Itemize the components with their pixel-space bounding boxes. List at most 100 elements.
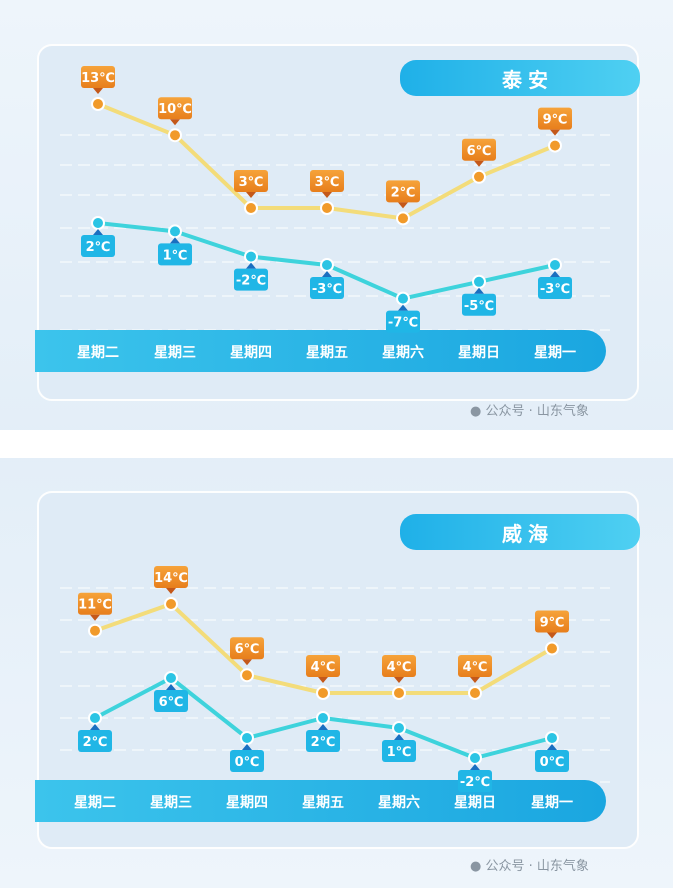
label-pointer bbox=[90, 724, 100, 730]
label-pointer bbox=[470, 764, 480, 770]
low-temp-point bbox=[91, 216, 105, 230]
day-label: 星期五 bbox=[306, 345, 348, 361]
label-pointer bbox=[550, 271, 560, 277]
high-temp-label: 3℃ bbox=[239, 175, 264, 190]
label-pointer bbox=[470, 677, 480, 683]
high-temp-label: 6℃ bbox=[235, 642, 260, 657]
label-pointer bbox=[90, 614, 100, 621]
low-temp-label: 2℃ bbox=[311, 735, 336, 750]
low-temp-label: 0℃ bbox=[235, 755, 260, 770]
day-bar bbox=[35, 330, 606, 372]
high-temp-label-box bbox=[386, 180, 420, 203]
high-temp-label: 9℃ bbox=[543, 113, 568, 128]
chart-title: 泰安 bbox=[501, 68, 554, 92]
low-temp-label-box bbox=[386, 310, 420, 333]
low-temp-label-box bbox=[234, 268, 268, 291]
label-pointer bbox=[166, 588, 176, 594]
day-label: 星期五 bbox=[302, 795, 344, 811]
low-temp-label: 0℃ bbox=[540, 755, 565, 770]
low-temp-label: -2℃ bbox=[460, 775, 490, 790]
high-temp-point bbox=[472, 169, 486, 184]
label-pointer bbox=[398, 202, 408, 209]
high-temp-label-box bbox=[234, 170, 268, 192]
high-temp-label-box bbox=[310, 170, 344, 192]
low-temp-point bbox=[168, 224, 182, 239]
high-temp-point bbox=[392, 686, 406, 700]
day-label: 星期二 bbox=[77, 345, 119, 361]
high-temp-point bbox=[396, 211, 410, 226]
low-temp-point bbox=[545, 731, 559, 745]
low-temp-label-box bbox=[306, 730, 340, 752]
high-temp-point bbox=[548, 138, 562, 153]
day-label: 星期四 bbox=[230, 345, 272, 361]
day-label: 星期六 bbox=[378, 794, 420, 811]
high-temp-label: 6℃ bbox=[467, 144, 492, 159]
title-badge bbox=[400, 514, 640, 550]
low-temp-label-box bbox=[310, 277, 344, 299]
high-temp-label-box bbox=[230, 637, 264, 660]
low-temp-point bbox=[244, 249, 258, 264]
label-pointer bbox=[170, 237, 180, 244]
high-temp-label-box bbox=[535, 610, 569, 633]
label-pointer bbox=[93, 229, 103, 235]
watermark-text: 公众号 · 山东气象 bbox=[485, 859, 589, 874]
high-temp-point bbox=[316, 686, 330, 700]
label-pointer bbox=[170, 119, 180, 126]
high-temp-label: 11℃ bbox=[78, 598, 112, 613]
label-pointer bbox=[550, 129, 560, 136]
high-temp-label-box bbox=[78, 592, 112, 615]
low-temp-point bbox=[548, 258, 562, 272]
high-temp-point bbox=[468, 686, 482, 700]
watermark-top: ● 公众号 · 山东气象 bbox=[470, 404, 589, 419]
chart-title: 威海 bbox=[502, 522, 554, 546]
day-label: 星期一 bbox=[531, 795, 573, 811]
day-label: 星期日 bbox=[454, 795, 496, 811]
low-temp-point bbox=[320, 258, 334, 272]
low-temp-label: 2℃ bbox=[83, 735, 108, 750]
low-temp-label-box bbox=[158, 243, 192, 266]
low-temp-label-box bbox=[78, 730, 112, 752]
watermark-text: 公众号 · 山东气象 bbox=[485, 404, 589, 419]
label-pointer bbox=[242, 744, 252, 750]
low-temp-point bbox=[392, 721, 406, 735]
label-pointer bbox=[474, 287, 484, 294]
high-temp-label-box bbox=[382, 655, 416, 677]
low-temp-point bbox=[88, 711, 102, 725]
high-temp-label: 9℃ bbox=[540, 616, 565, 631]
label-pointer bbox=[242, 659, 252, 666]
high-temp-label: 13℃ bbox=[81, 71, 115, 86]
label-pointer bbox=[394, 677, 404, 683]
high-temp-label-box bbox=[462, 138, 496, 161]
label-pointer bbox=[474, 160, 484, 167]
low-temp-label-box bbox=[81, 235, 115, 257]
day-label: 星期二 bbox=[74, 795, 116, 811]
label-pointer bbox=[318, 724, 328, 730]
high-temp-label-box bbox=[306, 655, 340, 677]
high-temp-point bbox=[244, 201, 258, 215]
low-temp-label: -3℃ bbox=[540, 282, 570, 297]
low-temp-label: -3℃ bbox=[312, 282, 342, 297]
low-temp-point bbox=[316, 711, 330, 725]
label-pointer bbox=[394, 734, 404, 740]
high-temp-label: 3℃ bbox=[315, 175, 340, 190]
label-pointer bbox=[322, 192, 332, 198]
high-temp-point bbox=[164, 597, 178, 611]
label-pointer bbox=[547, 632, 557, 639]
label-pointer bbox=[246, 262, 256, 269]
low-temp-point bbox=[396, 291, 410, 306]
high-temp-point bbox=[320, 201, 334, 215]
day-label: 星期三 bbox=[150, 795, 192, 811]
high-temp-label-box bbox=[458, 655, 492, 677]
low-temp-label: 1℃ bbox=[387, 745, 412, 760]
low-temp-label-box bbox=[154, 690, 188, 712]
high-temp-label: 14℃ bbox=[154, 571, 188, 586]
title-badge bbox=[400, 60, 640, 96]
day-label: 星期四 bbox=[226, 795, 268, 811]
low-temp-point bbox=[240, 731, 254, 745]
high-temp-label: 2℃ bbox=[391, 185, 416, 200]
label-pointer bbox=[398, 304, 408, 311]
high-temp-point bbox=[168, 128, 182, 143]
